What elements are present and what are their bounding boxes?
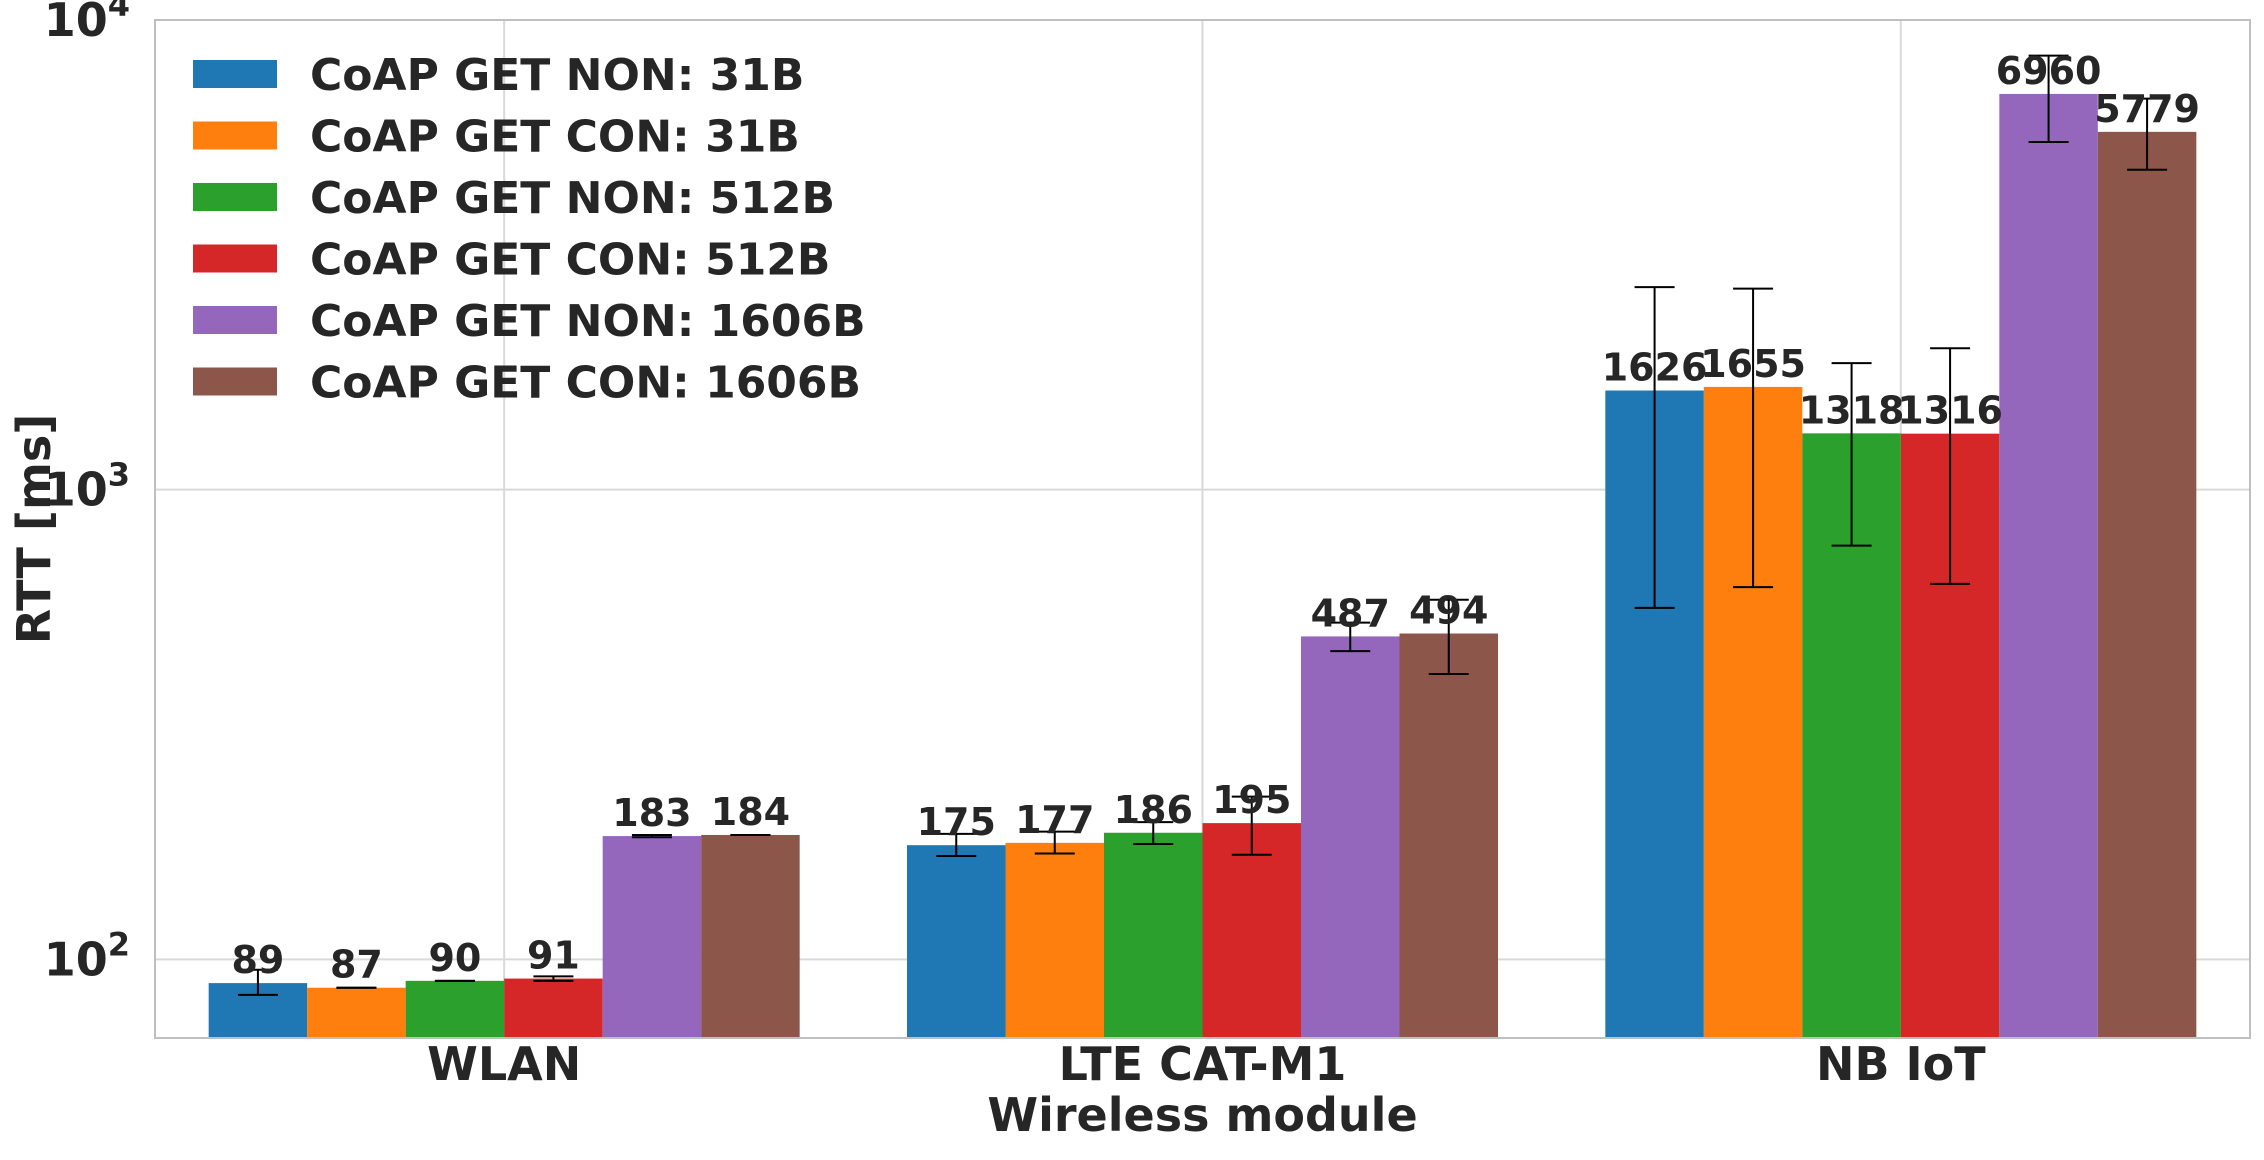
plot-frame — [154, 19, 2251, 1039]
bar — [1399, 633, 1498, 1038]
bar — [307, 987, 406, 1038]
legend-label: CoAP GET NON: 512B — [310, 173, 835, 224]
data-label: 1626 — [1602, 346, 1708, 390]
data-label: 1318 — [1799, 388, 1905, 432]
bar — [2097, 131, 2197, 1038]
data-label: 183 — [612, 791, 691, 835]
data-label: 1316 — [1897, 389, 2003, 433]
legend-swatch — [193, 183, 277, 211]
y-tick-label-2: 104 — [44, 0, 130, 47]
data-label: 494 — [1409, 589, 1488, 633]
bar — [907, 845, 1006, 1038]
data-label: 91 — [527, 934, 580, 978]
legend-label: CoAP GET NON: 31B — [310, 50, 804, 101]
x-axis-title: Wireless module — [987, 1088, 1417, 1142]
y-axis-title: RTT [ms] — [7, 414, 61, 645]
legend-swatch — [193, 60, 277, 88]
bar — [701, 834, 800, 1038]
data-label: 175 — [917, 800, 996, 844]
data-label: 6960 — [1996, 49, 2102, 93]
legend-label: CoAP GET NON: 1606B — [310, 296, 866, 347]
legend-swatch — [193, 121, 277, 150]
bar — [1202, 823, 1301, 1038]
y-tick-label-0: 102 — [44, 925, 130, 986]
data-label: 186 — [1114, 788, 1193, 832]
data-label: 195 — [1212, 778, 1291, 822]
legend-swatch — [193, 244, 277, 273]
x-tick-label: LTE CAT-M1 — [1059, 1037, 1347, 1091]
data-label: 87 — [330, 943, 383, 987]
data-label: 184 — [711, 790, 790, 834]
legend-label: CoAP GET CON: 31B — [310, 112, 800, 163]
bar — [602, 836, 702, 1038]
legend-label: CoAP GET CON: 1606B — [310, 358, 861, 409]
bar — [1005, 842, 1104, 1038]
y-tick-label-1: 103 — [44, 456, 130, 517]
data-label: 177 — [1015, 798, 1094, 842]
data-label: 89 — [231, 938, 284, 982]
data-label: 1655 — [1700, 342, 1806, 386]
data-label: 5779 — [2094, 87, 2200, 131]
data-label: 487 — [1311, 591, 1390, 635]
bar — [1999, 93, 2098, 1038]
bar — [405, 980, 505, 1038]
legend-swatch — [193, 306, 277, 334]
bar — [1301, 636, 1400, 1038]
x-tick-label: WLAN — [427, 1037, 581, 1091]
legend-label: CoAP GET CON: 512B — [310, 235, 830, 286]
bar — [504, 978, 603, 1038]
legend-swatch — [193, 367, 277, 396]
bar — [1104, 832, 1203, 1038]
x-tick-label: NB IoT — [1816, 1037, 1986, 1091]
data-label: 90 — [428, 936, 481, 980]
